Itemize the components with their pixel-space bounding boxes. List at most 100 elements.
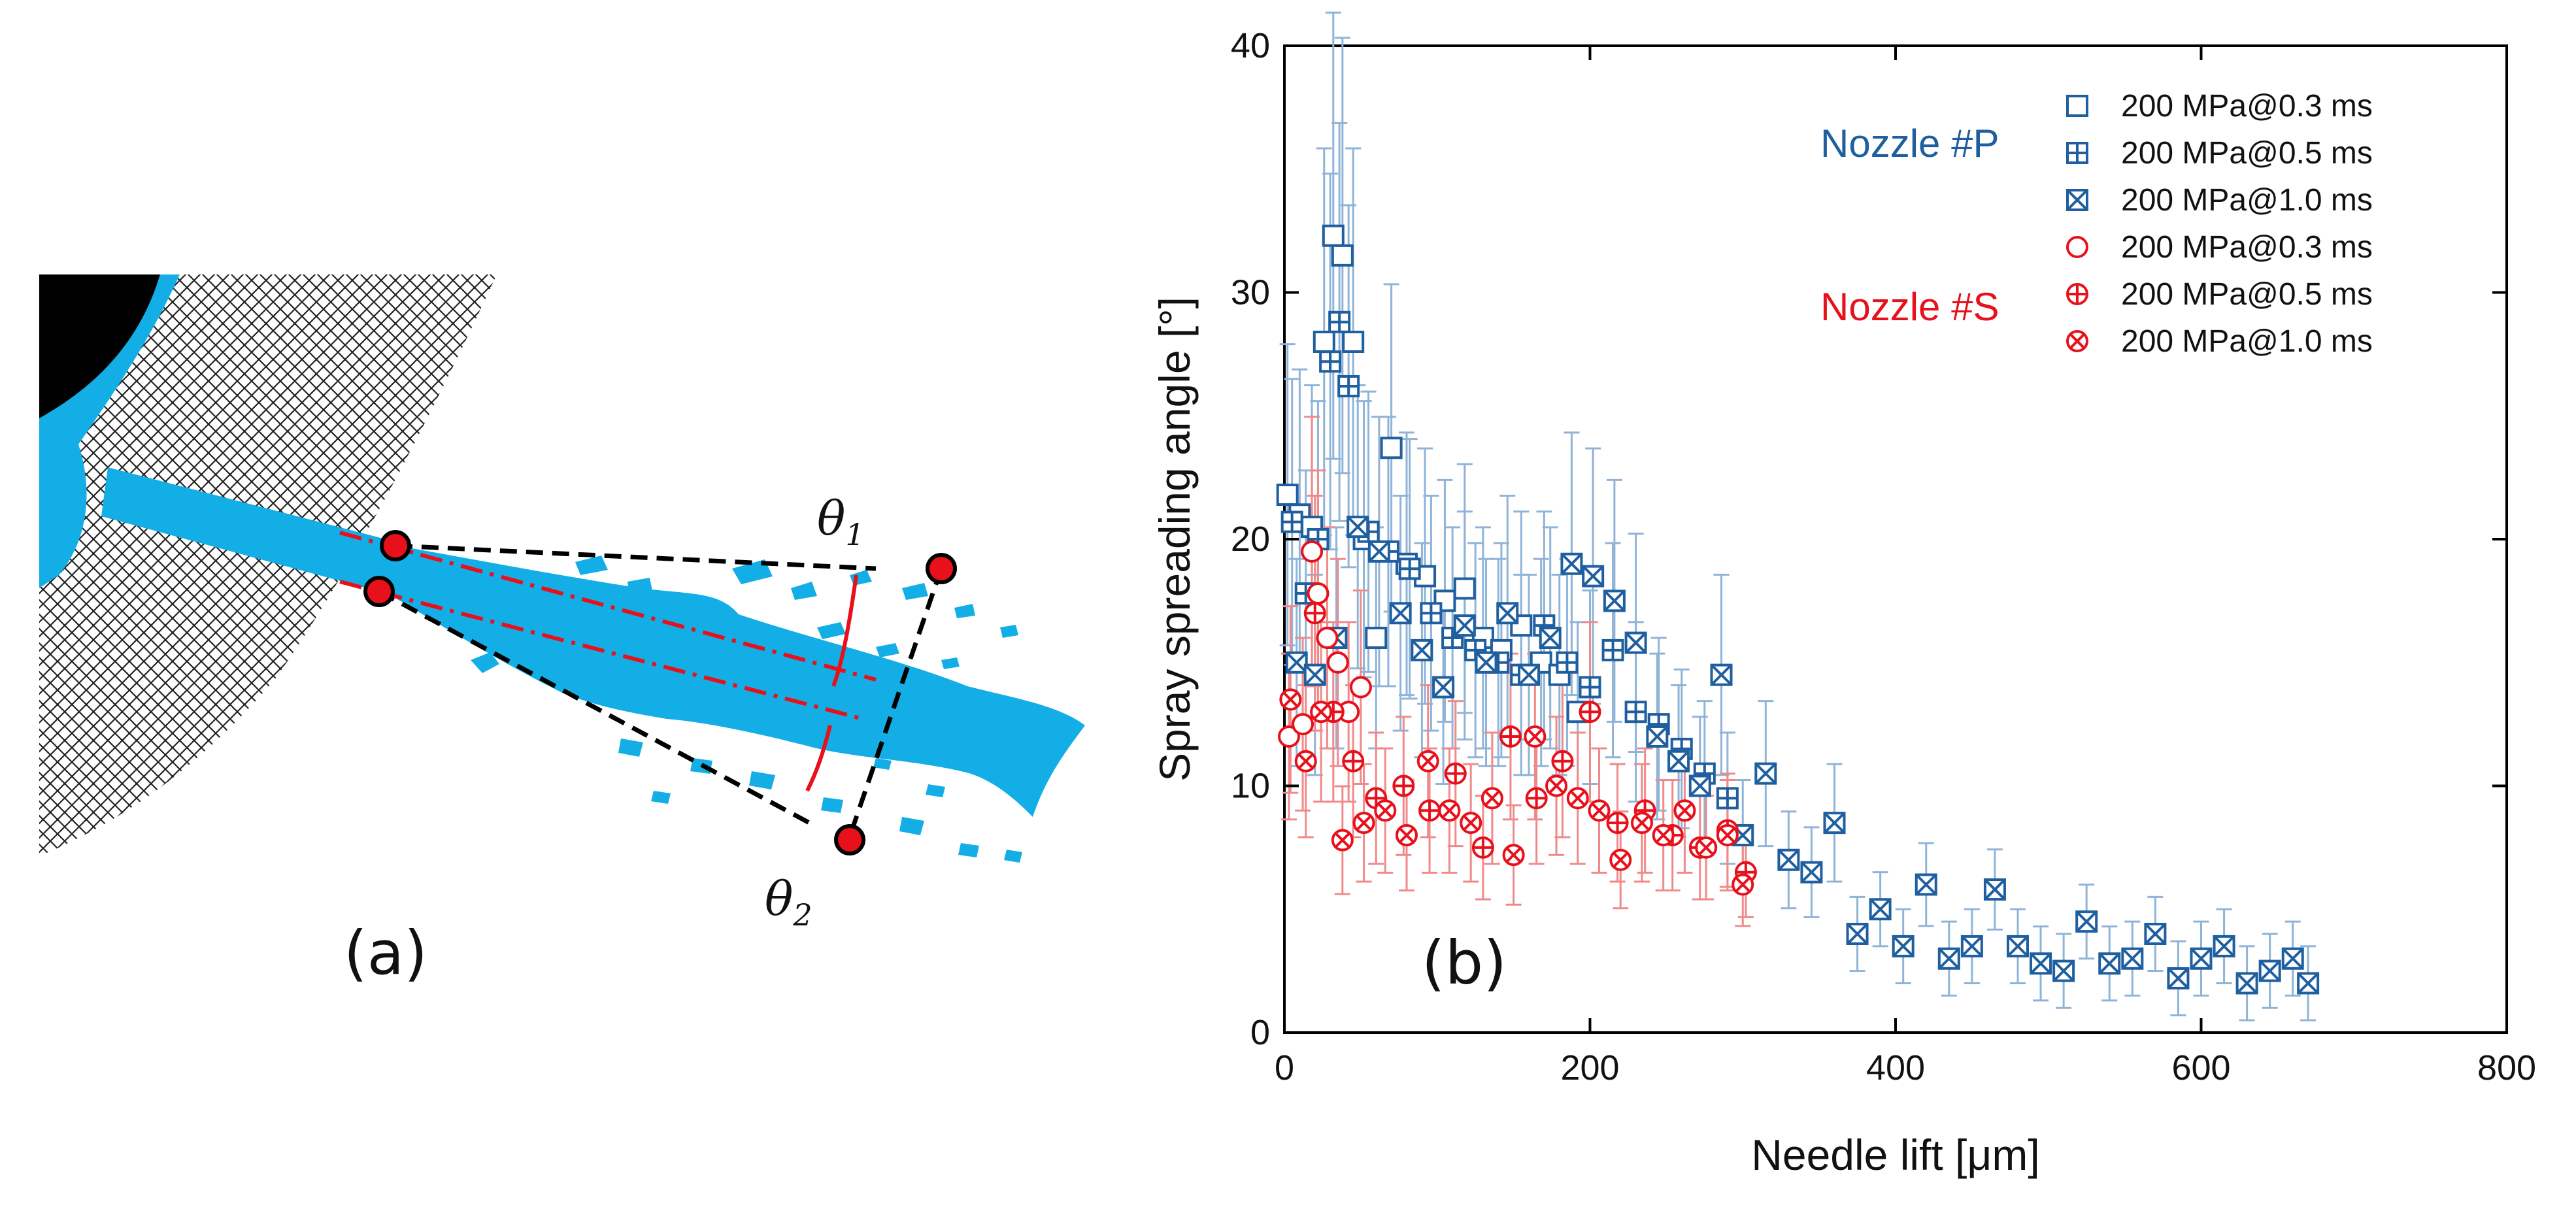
data-point-S-circle-plus: [1471, 836, 1494, 859]
data-point-S-circle-x: [1416, 750, 1439, 772]
legend-item: 200 MPa@1.0 ms: [2066, 183, 2373, 218]
data-point-P-square-x: [1892, 935, 1915, 957]
y-tick-label: 0: [1250, 1013, 1270, 1052]
data-point-P-square-x: [1777, 848, 1800, 871]
data-point-P-square-plus: [1601, 639, 1624, 661]
data-point-P-square-x: [2052, 959, 2075, 982]
legend-item: 200 MPa@0.3 ms: [2066, 230, 2373, 265]
cone-lines: [378, 543, 944, 838]
data-point-P-square: [1322, 224, 1345, 247]
data-point-P-square-x: [2281, 947, 2304, 970]
data-point-P-square-plus: [1319, 350, 1342, 373]
data-point-S-circle: [1307, 582, 1330, 605]
data-point-P-square-x: [2121, 947, 2144, 970]
data-point-P-square-x: [1983, 878, 2006, 901]
axis-ticks: 0 200 400 600 800 0 10 20 30 40: [1231, 26, 2536, 1087]
data-point-P-square-x: [2258, 959, 2281, 982]
data-point-P-square-plus: [1337, 374, 1360, 397]
data-point-P-square-x: [2144, 923, 2167, 945]
data-point-P-square-x: [1688, 774, 1711, 797]
data-point-P-square-x: [1560, 552, 1583, 575]
legend: 200 MPa@0.3 ms 200 MPa@0.5 ms 200 MPa@1.0 …: [2066, 89, 2373, 359]
data-point-S-circle-x: [1502, 844, 1525, 867]
legend-label: 200 MPa@0.5 ms: [2121, 277, 2373, 312]
data-point-P-square-x: [2297, 972, 2320, 995]
legend-label: 200 MPa@0.5 ms: [2121, 136, 2373, 171]
data-point-P-square-plus: [1579, 676, 1601, 699]
data-point-S-circle-x: [1609, 848, 1632, 871]
data-point-P-square-x: [2075, 910, 2098, 933]
data-point-P-square-x: [1582, 565, 1605, 588]
legend-item: 200 MPa@0.3 ms: [2066, 89, 2373, 124]
data-point-P-square-plus: [1624, 701, 1647, 723]
data-point-S-circle-x: [1630, 812, 1653, 835]
panel-b-label: (b): [1422, 928, 1507, 998]
data-point-S-circle-plus: [1418, 799, 1441, 822]
nozzle-p-label: Nozzle #P: [1820, 122, 1999, 165]
data-point-P-square-x: [1389, 602, 1412, 625]
legend-item: 200 MPa@0.5 ms: [2066, 136, 2373, 171]
y-tick-label: 20: [1231, 520, 1270, 559]
x-axis-label: Needle lift [μm]: [1751, 1131, 2040, 1179]
data-point-S-circle-plus: [1551, 750, 1574, 772]
data-point-S-circle-plus: [1303, 602, 1326, 625]
data-point-S-circle-x: [1460, 812, 1482, 835]
data-point-P-square-x: [1624, 631, 1647, 654]
data-point-P-square-x: [1453, 614, 1476, 637]
spray-core-blue: [379, 542, 1085, 817]
data-point-S-circle-plus: [1342, 750, 1365, 772]
data-point-P-square-x: [2030, 952, 2052, 975]
data-point-S-circle-plus: [1444, 762, 1467, 785]
spray-schematic: θ1 θ2 (a): [39, 274, 1085, 988]
theta1-label: θ1: [817, 491, 865, 552]
data-point-P-square: [1365, 627, 1388, 649]
data-point-P-square-plus: [1328, 310, 1351, 333]
y-axis-label: Spray spreading angle [°]: [1150, 297, 1199, 782]
data-point-P-square-x: [1518, 663, 1540, 686]
data-point-P-square-x: [1285, 651, 1308, 674]
data-point-S-circle-x: [1294, 750, 1317, 772]
data-point-P-square-x: [1603, 589, 1626, 612]
data-point-P-square-x: [1496, 602, 1519, 625]
data-point-P-square-plus: [1716, 787, 1739, 810]
data-point-P-square-plus: [1420, 602, 1443, 625]
data-point-P-square: [1342, 331, 1365, 353]
data-point-S-circle-x: [1310, 701, 1333, 723]
x-tick-label: 800: [2477, 1048, 2536, 1087]
sac-blue: [39, 274, 180, 588]
data-point-P-square-x: [1539, 627, 1562, 649]
data-point-P-square-x: [1800, 861, 1823, 884]
data-point-S-circle-plus: [1525, 787, 1548, 810]
data-point-P-square: [1276, 484, 1299, 506]
data-point-P-square-plus: [1556, 651, 1579, 674]
data-point-S-circle-x: [1695, 836, 1718, 859]
spray-axis-lines: [339, 531, 877, 721]
data-point-P-square-x: [1846, 923, 1869, 945]
legend-item: 200 MPa@1.0 ms: [2066, 324, 2373, 359]
measurement-points: [363, 530, 957, 855]
y-tick-label: 40: [1231, 26, 1270, 65]
data-point-P-square-x: [1411, 639, 1433, 661]
data-point-P-square-x: [1915, 873, 1937, 896]
data-point-P-square-x: [1475, 651, 1497, 674]
data-point-P-square-x: [2190, 947, 2213, 970]
data-point-P-square: [1331, 244, 1354, 267]
data-point-P-square-x: [1869, 898, 1892, 921]
data-point-P-square: [1453, 577, 1476, 600]
data-point-S-circle: [1278, 725, 1301, 748]
data-point-P-square-x: [1432, 676, 1455, 699]
data-point-P-square: [1433, 589, 1456, 612]
legend-label: 200 MPa@1.0 ms: [2121, 324, 2373, 359]
data-point-P-square-x: [2235, 972, 2258, 995]
data-points: [1276, 224, 2320, 995]
data-point-S-circle: [1326, 651, 1349, 674]
data-point-P-square-plus: [1280, 510, 1303, 533]
data-point-P-square-x: [1667, 750, 1690, 772]
data-point-P-square-x: [1710, 663, 1733, 686]
data-point-S-circle-plus: [1499, 725, 1522, 748]
x-tick-label: 400: [1866, 1048, 1925, 1087]
legend-label: 200 MPa@0.3 ms: [2121, 230, 2373, 265]
data-point-P-square: [1313, 331, 1335, 353]
